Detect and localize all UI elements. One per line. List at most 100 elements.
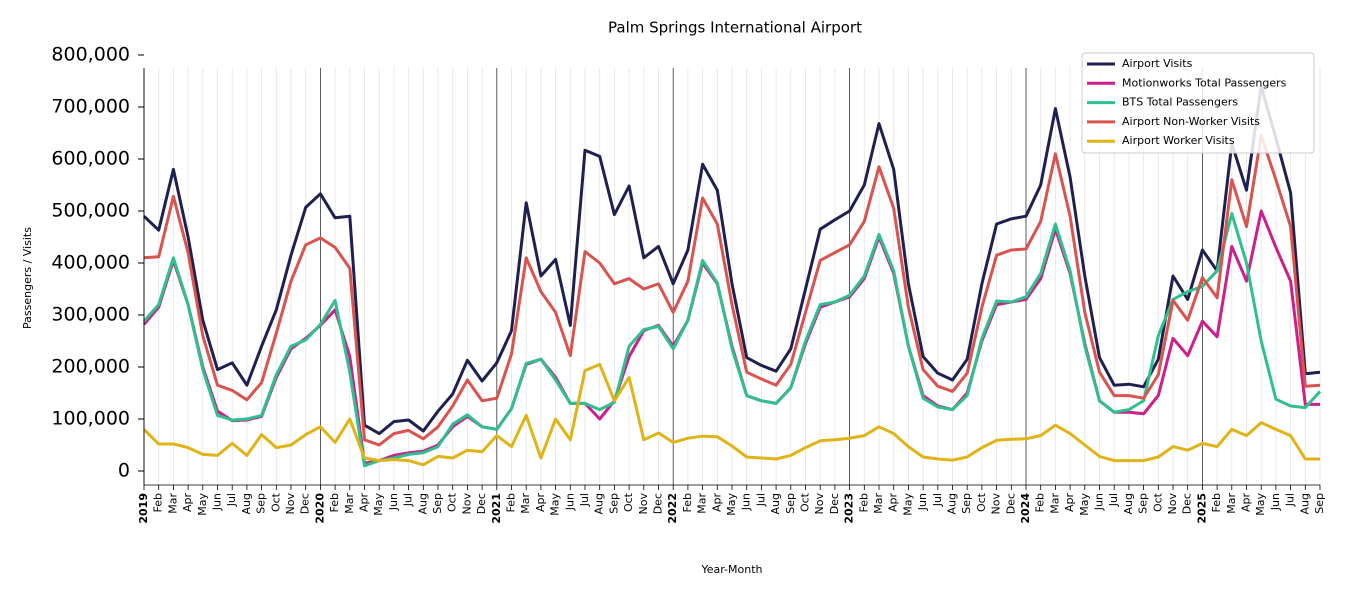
x-tick-label: Dec: [475, 493, 488, 514]
x-tick-label: Apr: [534, 493, 547, 513]
y-tick-label: 600,000: [51, 148, 130, 170]
y-tick-label: 200,000: [51, 356, 130, 378]
x-tick-label: Sep: [1137, 493, 1150, 514]
legend-label: Airport Visits: [1122, 57, 1193, 70]
x-tick-label: Oct: [446, 492, 459, 512]
axes: 2019 Feb Mar Apr May Jun Jul Aug Sep Oct Nov Dec 202…: [51, 44, 1326, 524]
x-tick-label: Jun: [916, 493, 929, 511]
x-tick-label: Nov: [1166, 493, 1179, 515]
x-tick-label: 2022: [666, 493, 679, 524]
x-tick-label: Jul: [578, 493, 591, 507]
x-tick-label: Sep: [784, 493, 797, 514]
legend-label: Motionworks Total Passengers: [1122, 76, 1287, 89]
series-line: [143, 134, 1321, 447]
y-tick-label: 700,000: [51, 96, 130, 118]
x-tick-label: May: [549, 493, 562, 516]
x-tick-label: May: [901, 493, 914, 516]
x-tick-label: Jun: [1093, 493, 1106, 511]
y-tick-label: 300,000: [51, 304, 130, 326]
x-tick-label: Aug: [1122, 493, 1135, 514]
x-tick-label: 2024: [1019, 493, 1032, 524]
x-tick-label: Oct: [975, 492, 988, 512]
x-tick-label: Aug: [593, 493, 606, 514]
y-tick-label: 400,000: [51, 252, 130, 274]
y-tick-label: 800,000: [51, 44, 130, 66]
x-tick-label: Jul: [754, 493, 767, 507]
x-tick-label: 2020: [313, 493, 326, 524]
x-tick-label: Feb: [1034, 493, 1047, 512]
x-tick-label: 2021: [490, 493, 503, 524]
legend-label: Airport Worker Visits: [1122, 134, 1235, 147]
x-tick-label: May: [196, 493, 209, 516]
x-tick-label: Apr: [710, 493, 723, 513]
x-tick-label: Aug: [769, 493, 782, 514]
x-tick-label: Dec: [1004, 493, 1017, 514]
x-tick-label: Sep: [431, 493, 444, 514]
x-tick-label: Apr: [1063, 493, 1076, 513]
x-tick-label: Sep: [1313, 493, 1326, 514]
x-tick-label: Mar: [1225, 493, 1238, 514]
y-tick-label: 100,000: [51, 408, 130, 430]
x-tick-label: Jul: [931, 493, 944, 507]
x-tick-label: Dec: [828, 493, 841, 514]
x-tick-label: 2023: [843, 493, 856, 524]
x-tick-label: Dec: [299, 493, 312, 514]
x-tick-label: Aug: [240, 493, 253, 514]
chart-title: Palm Springs International Airport: [608, 19, 862, 37]
x-tick-label: Jun: [211, 493, 224, 511]
legend: Airport Visits Motionworks Total Passenge…: [1081, 52, 1315, 154]
series-line: [142, 362, 1320, 467]
x-tick-label: Mar: [696, 493, 709, 514]
x-tick-label: Dec: [1181, 493, 1194, 514]
x-tick-label: Aug: [1298, 493, 1311, 514]
x-tick-label: Mar: [872, 493, 885, 514]
legend-box: [1081, 52, 1315, 154]
x-tick-label: Mar: [1048, 493, 1061, 514]
x-tick-label: Oct: [1151, 492, 1164, 512]
x-tick-label: Apr: [358, 493, 371, 513]
x-tick-label: Nov: [813, 493, 826, 515]
series-line: [142, 84, 1321, 436]
y-tick-label: 500,000: [51, 200, 130, 222]
x-axis-label: Year-Month: [700, 563, 762, 576]
x-tick-label: May: [1078, 493, 1091, 516]
x-tick-label: Jun: [563, 493, 576, 511]
x-tick-label: Jul: [402, 493, 415, 507]
x-tick-label: Sep: [960, 493, 973, 514]
x-tick-label: Feb: [152, 493, 165, 512]
series-line: [142, 212, 1322, 468]
x-tick-label: Aug: [946, 493, 959, 514]
x-tick-label: Apr: [887, 493, 900, 513]
x-tick-label: Nov: [284, 493, 297, 515]
x-tick-label: 2025: [1195, 493, 1208, 524]
y-tick-label: 0: [118, 460, 130, 482]
x-tick-label: Feb: [681, 493, 694, 512]
x-tick-label: Apr: [181, 493, 194, 513]
x-tick-label: Feb: [1210, 493, 1223, 512]
x-tick-label: May: [725, 493, 738, 516]
x-tick-label: Jun: [740, 493, 753, 511]
x-tick-label: May: [1254, 493, 1267, 516]
x-tick-label: Oct: [269, 492, 282, 512]
x-tick-label: Jul: [225, 493, 238, 507]
y-axis-label: Passengers / Visits: [21, 227, 34, 329]
x-tick-label: Jul: [1284, 493, 1297, 507]
legend-label: Airport Non-Worker Visits: [1122, 115, 1260, 128]
x-tick-label: Nov: [637, 493, 650, 515]
x-tick-label: Mar: [166, 493, 179, 514]
x-tick-label: Dec: [652, 493, 665, 514]
legend-label: BTS Total Passengers: [1122, 96, 1238, 109]
x-tick-label: Oct: [622, 492, 635, 512]
x-tick-label: Mar: [343, 493, 356, 514]
x-tick-label: Oct: [799, 492, 812, 512]
x-tick-label: Nov: [460, 493, 473, 515]
x-tick-label: Jun: [387, 493, 400, 511]
x-tick-label: May: [372, 493, 385, 516]
plot: [142, 84, 1322, 468]
x-tick-label: 2019: [137, 493, 150, 524]
x-tick-label: Apr: [1240, 493, 1253, 513]
x-tick-label: Jul: [1107, 493, 1120, 507]
x-tick-label: Nov: [990, 493, 1003, 515]
x-tick-label: Aug: [416, 493, 429, 514]
